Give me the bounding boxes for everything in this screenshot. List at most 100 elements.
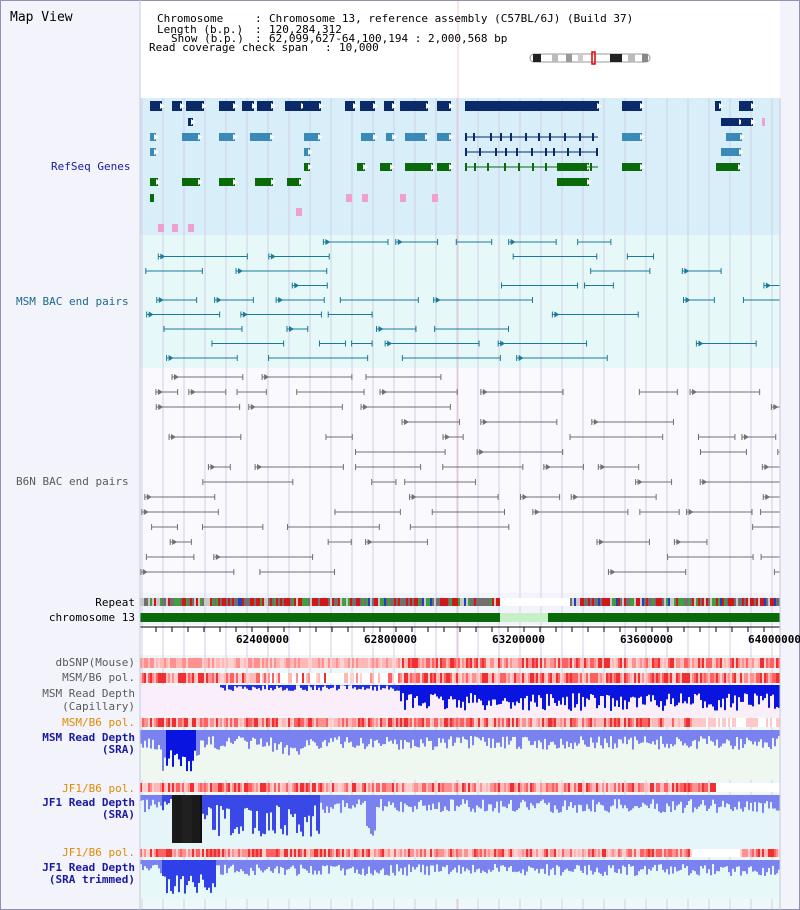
dbsnp-cell (182, 658, 184, 668)
pol-cell (262, 718, 264, 727)
jf1-trimmed-depth-bar (226, 860, 228, 874)
pol-cell (536, 783, 538, 792)
msm-capillary-depth-bar (332, 685, 334, 688)
pol-cell (620, 673, 622, 683)
pol-cell (488, 783, 490, 792)
track-label-msm-depth-cap-1[interactable]: MSM Read Depth (42, 687, 135, 700)
pol-cell (576, 783, 578, 792)
pol-cell (330, 848, 332, 857)
msm-capillary-depth-bar (724, 685, 726, 711)
jf1-sra-depth-bar (534, 795, 536, 809)
track-label-msm-b6-pol-2[interactable]: MSM/B6 pol. (62, 716, 135, 729)
jf1-trimmed-depth-bar (738, 860, 740, 867)
pol-cell (450, 718, 452, 727)
track-label-jf1-depth-sra-1[interactable]: JF1 Read Depth (42, 796, 135, 809)
gene-strand-arrow (518, 355, 524, 361)
pol-cell (412, 673, 414, 683)
pol-cell (616, 783, 618, 792)
jf1-sra-depth-bar (222, 795, 224, 810)
jf1-trimmed-depth-bar (712, 860, 714, 865)
dbsnp-cell (704, 658, 706, 668)
msm-sra-depth-bar (578, 730, 580, 744)
pol-cell (484, 783, 486, 792)
pol-cell (564, 783, 566, 792)
pol-cell (612, 673, 614, 683)
msm-sra-depth-bar (454, 730, 456, 743)
msm-sra-depth-bar (180, 730, 182, 767)
pol-cell (492, 783, 494, 792)
pol-cell (656, 718, 658, 727)
jf1-sra-depth-bar (630, 795, 632, 811)
show-value: 62,099,627-64,100,194 : 2,000,568 bp (269, 32, 508, 45)
pol-cell (288, 848, 290, 857)
pol-cell (682, 718, 684, 727)
msm-capillary-depth-bar (514, 685, 516, 706)
msm-capillary-depth-bar (616, 685, 618, 701)
pol-cell (208, 718, 210, 727)
coverage-label: Read coverage check span (149, 41, 308, 54)
gene-block (741, 118, 753, 126)
msm-capillary-depth-bar (600, 685, 602, 696)
pol-cell (540, 718, 542, 727)
gene-block (622, 163, 642, 171)
dbsnp-cell (236, 658, 238, 668)
pol-cell (524, 673, 526, 683)
dbsnp-cell (208, 658, 210, 668)
track-label-chromosome[interactable]: chromosome 13 (48, 611, 135, 624)
pol-cell (580, 673, 582, 683)
pol-cell (198, 673, 200, 683)
msm-sra-depth-bar (352, 730, 354, 747)
jf1-trimmed-depth-bar (254, 860, 256, 875)
dbsnp-cell (190, 658, 192, 668)
pol-cell (316, 848, 318, 857)
dbsnp-cell (560, 658, 562, 668)
pol-cell (250, 848, 252, 857)
pol-cell (198, 848, 200, 857)
track-label-jf1-b6-pol-2[interactable]: JF1/B6 pol. (62, 846, 135, 859)
pol-cell (390, 848, 392, 857)
track-label-msm-depth-sra-1[interactable]: MSM Read Depth (42, 731, 135, 744)
msm-sra-depth-bar (414, 730, 416, 747)
msm-sra-depth-bar (528, 730, 530, 741)
jf1-trimmed-depth-bar (264, 860, 266, 871)
pol-cell (584, 718, 586, 727)
track-label-b6n-bac[interactable]: B6N BAC end pairs (16, 475, 129, 488)
track-label-dbsnp[interactable]: dbSNP(Mouse) (55, 656, 135, 669)
jf1-trimmed-depth-bar (586, 860, 588, 875)
pol-cell (432, 673, 434, 683)
msm-sra-depth-bar (192, 730, 194, 761)
pol-cell (586, 718, 588, 727)
pol-cell (348, 783, 350, 792)
msm-sra-depth-bar (168, 730, 170, 759)
jf1-sra-depth-bar (560, 795, 562, 813)
msm-capillary-depth-bar (236, 685, 238, 688)
jf1-trimmed-depth-bar (362, 860, 364, 869)
msm-sra-depth-bar (210, 730, 212, 745)
pol-cell (520, 783, 522, 792)
jf1-sra-depth-bar (310, 795, 312, 837)
dbsnp-cell (224, 658, 226, 668)
track-label-jf1-b6-pol-1[interactable]: JF1/B6 pol. (62, 782, 135, 795)
dbsnp-cell (570, 658, 572, 668)
pol-cell (310, 848, 312, 857)
jf1-sra-depth-bar (204, 795, 206, 820)
msm-sra-depth-bar (416, 730, 418, 747)
msm-capillary-depth-bar (530, 685, 532, 702)
track-label-msm-bac[interactable]: MSM BAC end pairs (16, 295, 129, 308)
repeat-segment (252, 598, 254, 606)
track-label-jf1-depth-trim-1[interactable]: JF1 Read Depth (42, 861, 135, 874)
dbsnp-cell (750, 658, 752, 668)
track-label-msm-b6-pol-1[interactable]: MSM/B6 pol. (62, 671, 135, 684)
jf1-trimmed-depth-bar (540, 860, 542, 869)
msm-capillary-depth-bar (584, 685, 586, 707)
pol-cell (570, 718, 572, 727)
pol-cell (524, 718, 526, 727)
track-label-refseq[interactable]: RefSeq Genes (51, 160, 131, 173)
pol-cell (268, 848, 270, 857)
gene-block (219, 133, 235, 141)
pol-cell (592, 718, 594, 727)
pol-cell (768, 673, 770, 683)
track-label-repeat[interactable]: Repeat (95, 596, 135, 609)
pol-cell (270, 783, 272, 792)
